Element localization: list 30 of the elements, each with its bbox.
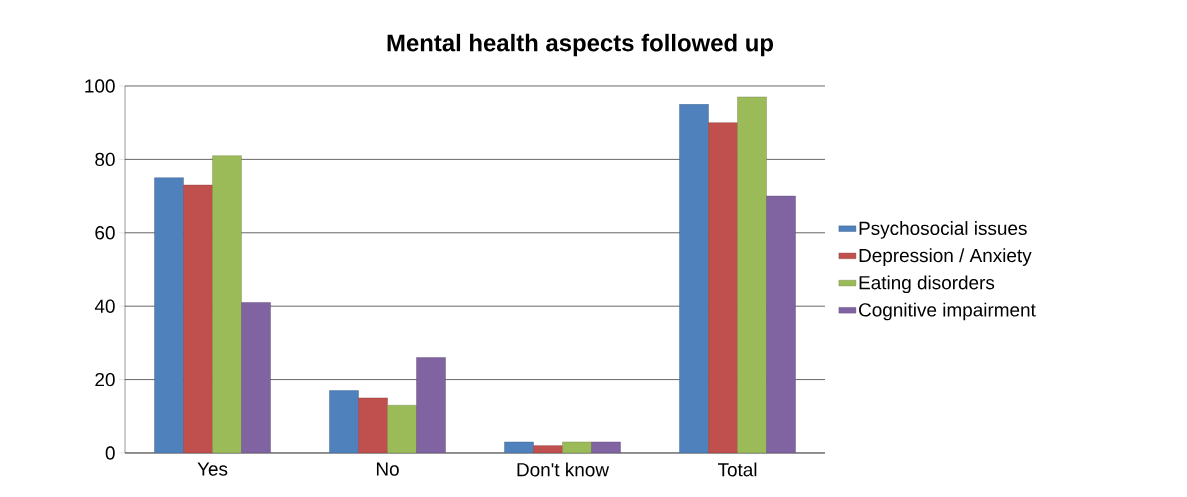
bar: [416, 357, 446, 453]
bar: [183, 184, 213, 453]
x-tick-label: No: [376, 462, 399, 476]
bar: [562, 441, 592, 453]
legend-label: Depression / Anxiety: [859, 248, 1032, 266]
x-tick-label: Don't know: [517, 462, 610, 477]
bar: [679, 104, 709, 453]
bar: [533, 445, 563, 453]
legend-label: Eating disorders: [859, 275, 995, 294]
bar: [504, 441, 534, 453]
bar: [358, 397, 388, 453]
chart-title: Mental health aspects followed up: [387, 33, 773, 57]
y-tick-label: 20: [95, 372, 115, 387]
bar: [387, 405, 417, 453]
y-tick-label: 40: [94, 299, 115, 313]
y-tick-label: 100: [85, 79, 115, 93]
bar: [329, 390, 359, 453]
legend-label: Psychosocial issues: [859, 221, 1027, 239]
x-tick-label: Yes: [197, 462, 228, 476]
bar: [241, 302, 271, 453]
bar: [154, 177, 184, 453]
y-tick-label: 60: [95, 226, 115, 240]
bar: [708, 122, 738, 453]
bar: [737, 96, 767, 453]
x-tick-label: Total: [717, 462, 757, 477]
y-tick-label: 0: [105, 446, 115, 460]
bar: [766, 195, 796, 453]
bar: [212, 155, 242, 453]
legend-label: Cognitive impairment: [859, 302, 1036, 321]
y-tick-label: 80: [95, 152, 115, 167]
